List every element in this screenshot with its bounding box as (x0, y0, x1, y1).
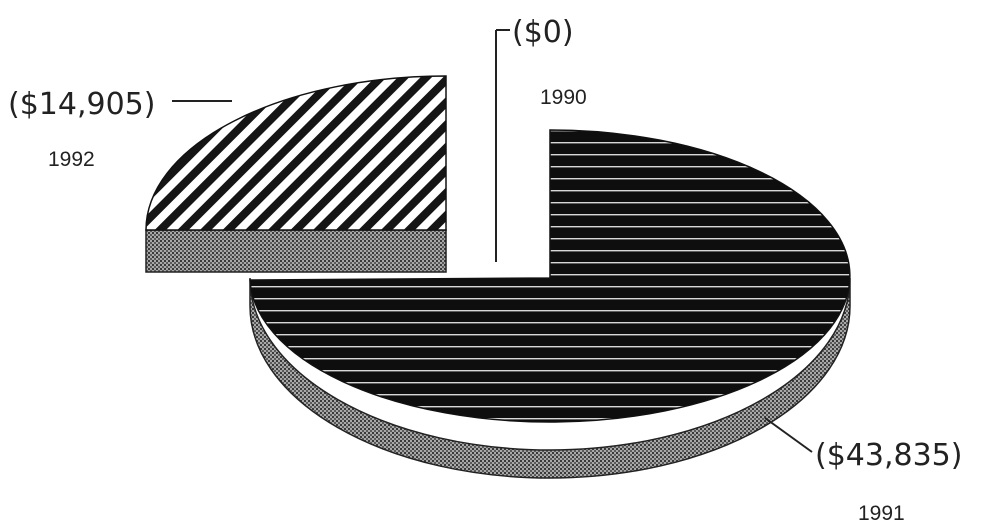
slice-1991 (249, 129, 851, 479)
slice-1991-year: 1991 (858, 502, 905, 525)
slice-1992-side (145, 229, 447, 273)
slice-1991-side (249, 277, 851, 479)
slice-1991-top (249, 129, 851, 423)
slice-1990-value: ($0) (512, 15, 574, 50)
slice-1992-value: ($14,905) (8, 87, 155, 122)
slice-1991-leader (764, 417, 813, 453)
slice-1992-year: 1992 (48, 148, 95, 171)
slice-1992-top (145, 75, 447, 231)
slice-1991-value: ($43,835) (815, 438, 962, 473)
slice-1990-year: 1990 (540, 86, 587, 109)
slice-1992 (145, 75, 447, 273)
